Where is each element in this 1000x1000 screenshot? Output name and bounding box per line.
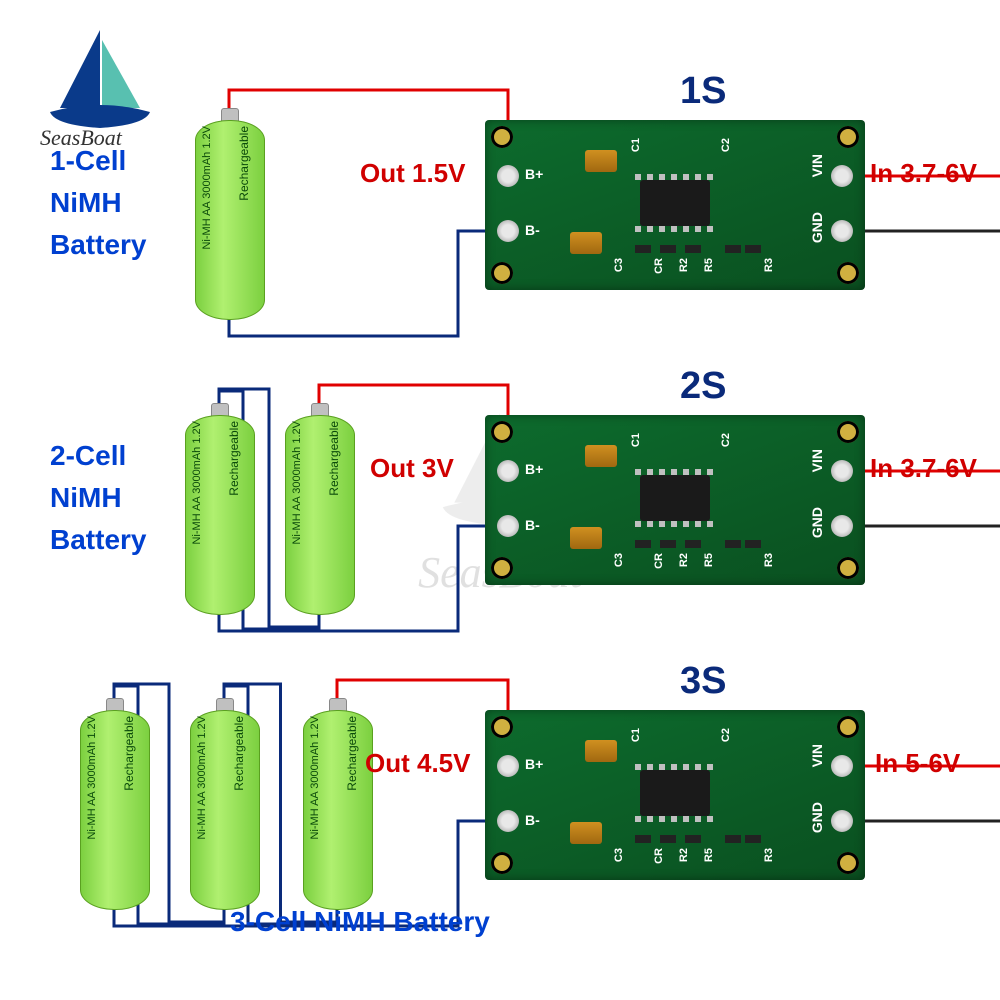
- ic-chip: [640, 180, 710, 226]
- silk-gnd: GND: [809, 507, 825, 538]
- pad-vin: [831, 755, 853, 777]
- pad-bminus: [497, 810, 519, 832]
- silk-gnd: GND: [809, 802, 825, 833]
- silk-bminus: B-: [525, 222, 540, 238]
- pcb-module: B+ B- VIN GND C1 C2 C3 CR R2 R5 R3: [485, 120, 865, 290]
- silk-bminus: B-: [525, 812, 540, 828]
- config-2S: Ni-MH AA 3000mAh 1.2V Rechargeable Ni-MH…: [0, 355, 1000, 645]
- in-voltage-label: In 3.7-6V: [870, 158, 977, 189]
- battery-cell: Ni-MH AA 3000mAh 1.2V Rechargeable: [185, 403, 253, 613]
- config-1S: Ni-MH AA 3000mAh 1.2V Rechargeable B+ B-…: [0, 60, 1000, 350]
- battery-cell: Ni-MH AA 3000mAh 1.2V Rechargeable: [303, 698, 371, 908]
- pad-gnd: [831, 810, 853, 832]
- config-title: 1S: [680, 70, 726, 113]
- pad-bplus: [497, 755, 519, 777]
- ic-chip: [640, 475, 710, 521]
- in-voltage-label: In 5-6V: [875, 748, 960, 779]
- in-voltage-label: In 3.7-6V: [870, 453, 977, 484]
- pad-vin: [831, 165, 853, 187]
- pad-gnd: [831, 220, 853, 242]
- out-voltage-label: Out 3V: [370, 453, 454, 484]
- silk-vin: VIN: [809, 744, 825, 767]
- config-title: 3S: [680, 660, 726, 703]
- silk-gnd: GND: [809, 212, 825, 243]
- silk-bplus: B+: [525, 461, 543, 477]
- ic-chip: [640, 770, 710, 816]
- cell-count-label: 1-CellNiMHBattery: [50, 140, 146, 266]
- config-3S: Ni-MH AA 3000mAh 1.2V Rechargeable Ni-MH…: [0, 650, 1000, 940]
- cell-count-label: 3-Cell NiMH Battery: [230, 905, 490, 939]
- silk-bplus: B+: [525, 166, 543, 182]
- pad-bminus: [497, 220, 519, 242]
- out-voltage-label: Out 4.5V: [365, 748, 470, 779]
- pad-bplus: [497, 165, 519, 187]
- battery-cell: Ni-MH AA 3000mAh 1.2V Rechargeable: [80, 698, 148, 908]
- silk-vin: VIN: [809, 449, 825, 472]
- pad-vin: [831, 460, 853, 482]
- pad-gnd: [831, 515, 853, 537]
- pad-bminus: [497, 515, 519, 537]
- battery-cell: Ni-MH AA 3000mAh 1.2V Rechargeable: [195, 108, 263, 318]
- cell-count-label: 2-CellNiMHBattery: [50, 435, 146, 561]
- config-title: 2S: [680, 365, 726, 408]
- out-voltage-label: Out 1.5V: [360, 158, 465, 189]
- pcb-module: B+ B- VIN GND C1 C2 C3 CR R2 R5 R3: [485, 710, 865, 880]
- battery-cell: Ni-MH AA 3000mAh 1.2V Rechargeable: [190, 698, 258, 908]
- pad-bplus: [497, 460, 519, 482]
- silk-bplus: B+: [525, 756, 543, 772]
- silk-vin: VIN: [809, 154, 825, 177]
- silk-bminus: B-: [525, 517, 540, 533]
- pcb-module: B+ B- VIN GND C1 C2 C3 CR R2 R5 R3: [485, 415, 865, 585]
- battery-cell: Ni-MH AA 3000mAh 1.2V Rechargeable: [285, 403, 353, 613]
